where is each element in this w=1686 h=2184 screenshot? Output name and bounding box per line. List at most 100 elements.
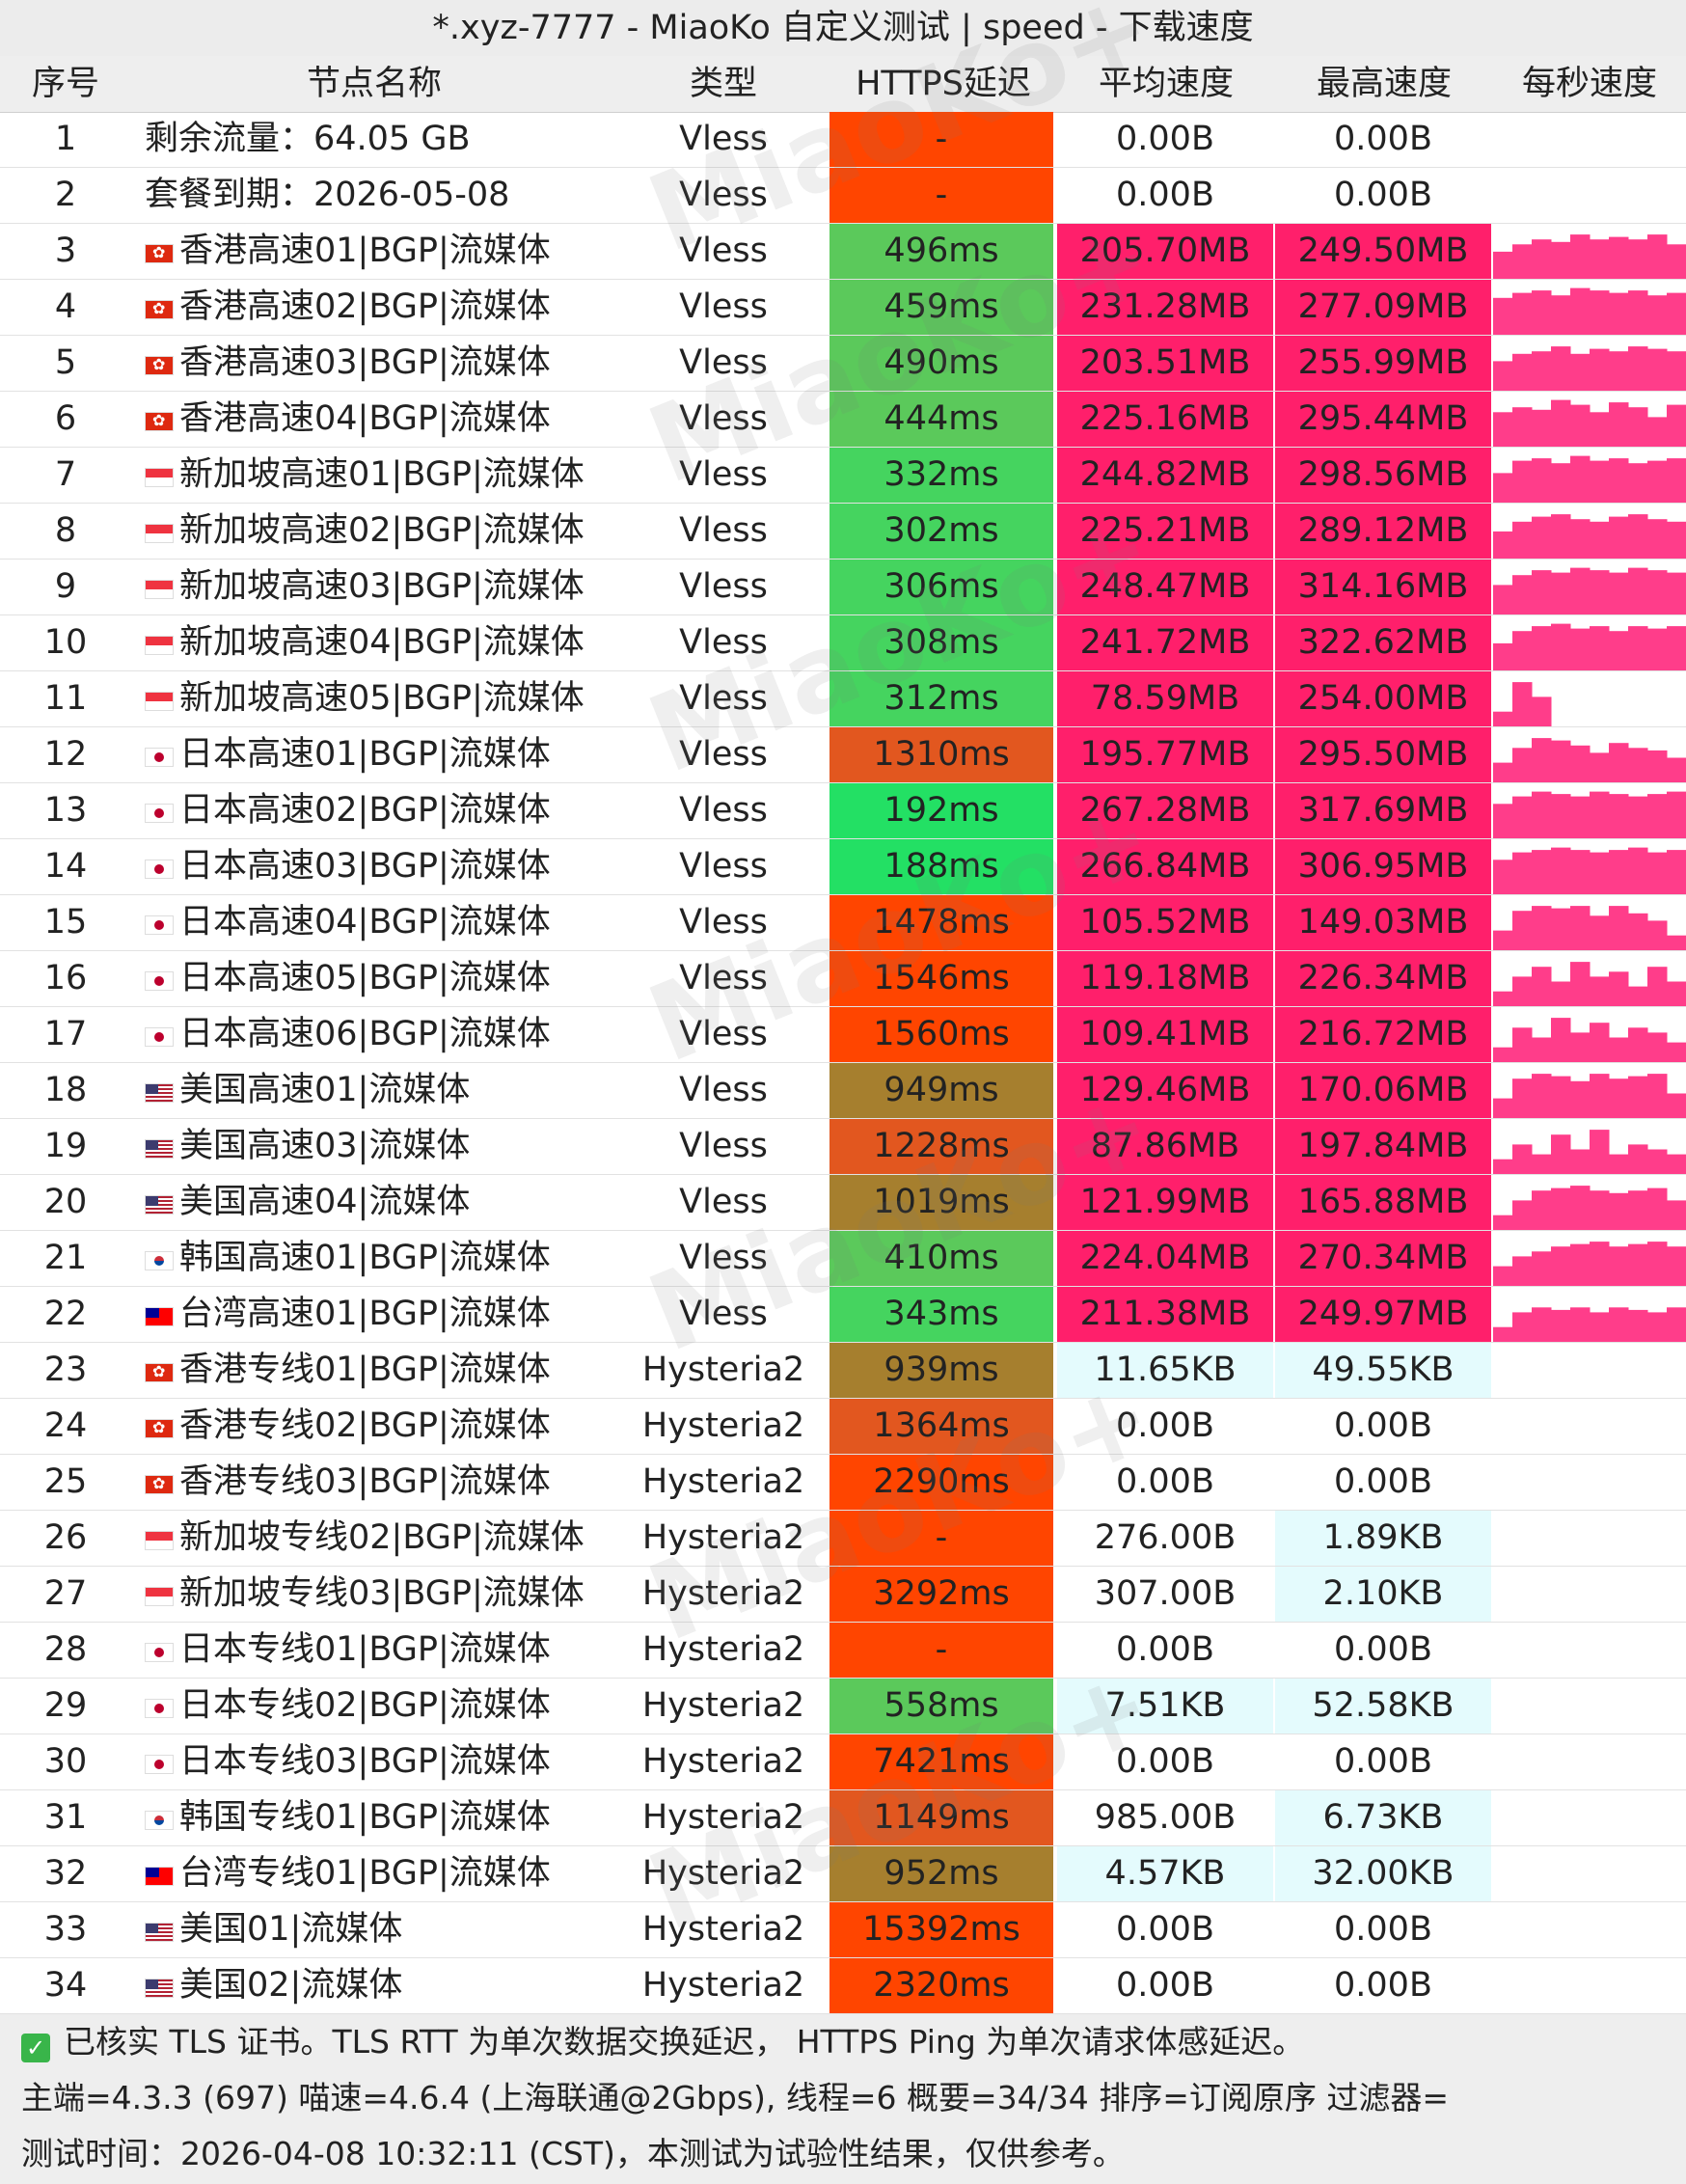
node-type: Vless bbox=[679, 232, 768, 270]
node-name: 香港高速03|BGP|流媒体 bbox=[145, 336, 617, 391]
table-row[interactable]: 30 日本专线03|BGP|流媒体 Hysteria2 7421ms 0.00B 0.00… bbox=[0, 1734, 1686, 1790]
node-name-text: 美国高速04|流媒体 bbox=[179, 1183, 471, 1221]
max-speed: 295.50MB bbox=[1275, 727, 1491, 782]
table-row[interactable]: 7 新加坡高速01|BGP|流媒体 Vless 332ms 244.82MB 298.56… bbox=[0, 448, 1686, 504]
table-row[interactable]: 18 美国高速01|流媒体 Vless 949ms 129.46MB 170.06MB bbox=[0, 1063, 1686, 1119]
flag-us-icon bbox=[145, 1979, 174, 1998]
avg-speed: 4.57KB bbox=[1057, 1846, 1273, 1901]
table-row[interactable]: 21 韩国高速01|BGP|流媒体 Vless 410ms 224.04MB 270.34… bbox=[0, 1231, 1686, 1287]
header-max-speed[interactable]: 最高速度 bbox=[1316, 65, 1452, 103]
table-row[interactable]: 8 新加坡高速02|BGP|流媒体 Vless 302ms 225.21MB 289.12… bbox=[0, 504, 1686, 560]
header-name[interactable]: 节点名称 bbox=[306, 65, 442, 103]
table-row[interactable]: 9 新加坡高速03|BGP|流媒体 Vless 306ms 248.47MB 314.16… bbox=[0, 560, 1686, 615]
sparkline-bar bbox=[1647, 234, 1668, 279]
node-name-text: 日本高速04|BGP|流媒体 bbox=[179, 903, 551, 942]
per-second-sparkline bbox=[1493, 1511, 1686, 1566]
table-row[interactable]: 10 新加坡高速04|BGP|流媒体 Vless 308ms 241.72MB 322.6… bbox=[0, 615, 1686, 671]
flag-us-icon bbox=[145, 1139, 174, 1159]
header-avg-speed[interactable]: 平均速度 bbox=[1098, 65, 1234, 103]
sparkline-bar bbox=[1609, 794, 1629, 838]
sparkline-bar bbox=[1532, 738, 1552, 782]
https-latency: 444ms bbox=[829, 392, 1053, 447]
table-row[interactable]: 13 日本高速02|BGP|流媒体 Vless 192ms 267.28MB 317.69… bbox=[0, 783, 1686, 839]
max-speed: 197.84MB bbox=[1275, 1119, 1491, 1174]
table-row[interactable]: 28 日本专线01|BGP|流媒体 Hysteria2- 0.00B 0.00B bbox=[0, 1623, 1686, 1679]
sparkline-bar bbox=[1532, 1154, 1552, 1174]
node-name: 香港高速02|BGP|流媒体 bbox=[145, 280, 617, 335]
sparkline-bar bbox=[1590, 1242, 1610, 1286]
table-row[interactable]: 25 香港专线03|BGP|流媒体 Hysteria2 2290ms 0.00B 0.00… bbox=[0, 1455, 1686, 1511]
per-second-sparkline bbox=[1493, 1734, 1686, 1789]
table-row[interactable]: 5 香港高速03|BGP|流媒体 Vless 490ms203.51MB255.99M… bbox=[0, 336, 1686, 392]
sparkline-bar bbox=[1570, 906, 1591, 950]
table-row[interactable]: 12 日本高速01|BGP|流媒体 Vless 1310ms 195.77MB 295.5… bbox=[0, 727, 1686, 783]
table-row[interactable]: 20 美国高速04|流媒体 Vless 1019ms 121.99MB 165.88MB bbox=[0, 1175, 1686, 1231]
per-second-sparkline bbox=[1493, 112, 1686, 167]
sparkline-bar bbox=[1628, 986, 1648, 1006]
https-latency: 2320ms bbox=[829, 1958, 1053, 2013]
sparkline-bar bbox=[1647, 460, 1668, 503]
sparkline-bar bbox=[1532, 1190, 1552, 1230]
node-name: 香港专线03|BGP|流媒体 bbox=[145, 1455, 617, 1510]
avg-speed: 0.00B bbox=[1116, 1966, 1214, 2005]
https-latency: 949ms bbox=[829, 1063, 1053, 1118]
max-speed: 0.00B bbox=[1334, 1630, 1432, 1669]
sparkline-bar bbox=[1532, 351, 1552, 391]
node-name-text: 日本高速05|BGP|流媒体 bbox=[179, 959, 551, 997]
node-name: 台湾高速01|BGP|流媒体 bbox=[145, 1287, 617, 1342]
node-name: 新加坡专线03|BGP|流媒体 bbox=[145, 1567, 617, 1622]
sparkline-bar bbox=[1590, 626, 1610, 670]
table-row[interactable]: 3 香港高速01|BGP|流媒体 Vless 496ms205.70MB249.50M… bbox=[0, 224, 1686, 280]
node-name: 韩国高速01|BGP|流媒体 bbox=[145, 1231, 617, 1286]
table-row[interactable]: 16 日本高速05|BGP|流媒体 Vless 1546ms 119.18MB 226.3… bbox=[0, 951, 1686, 1007]
header-latency[interactable]: HTTPS延迟 bbox=[856, 65, 1031, 103]
sparkline-chart bbox=[1493, 682, 1552, 726]
node-name-text: 新加坡高速03|BGP|流媒体 bbox=[179, 567, 585, 606]
table-row[interactable]: 27 新加坡专线03|BGP|流媒体 Hysteria2 3292ms 307.00B 2… bbox=[0, 1567, 1686, 1623]
header-idx[interactable]: 序号 bbox=[31, 65, 99, 103]
table-row[interactable]: 14 日本高速03|BGP|流媒体 Vless 188ms 266.84MB 306.95… bbox=[0, 839, 1686, 895]
flag-jp-icon bbox=[145, 971, 174, 991]
table-row[interactable]: 11 新加坡高速05|BGP|流媒体 Vless 312ms 78.59MB 254.00… bbox=[0, 671, 1686, 727]
table-row[interactable]: 1 剩余流量：64.05 GB Vless - 0.00B 0.00B bbox=[0, 112, 1686, 168]
sparkline-bar bbox=[1512, 1078, 1533, 1118]
table-row[interactable]: 31 韩国专线01|BGP|流媒体 Hysteria2 1149ms 985.00B 6.… bbox=[0, 1790, 1686, 1846]
table-row[interactable]: 24 香港专线02|BGP|流媒体 Hysteria2 1364ms 0.00B 0.00… bbox=[0, 1399, 1686, 1455]
flag-hk-icon bbox=[145, 300, 174, 319]
table-row[interactable]: 26 新加坡专线02|BGP|流媒体 Hysteria2- 276.00B 1.89KB bbox=[0, 1511, 1686, 1567]
node-name: 套餐到期：2026-05-08 bbox=[145, 168, 617, 223]
sparkline-bar bbox=[1570, 1080, 1591, 1119]
per-second-sparkline bbox=[1493, 280, 1686, 336]
max-speed: 270.34MB bbox=[1275, 1231, 1491, 1286]
table-row[interactable]: 17 日本高速06|BGP|流媒体 Vless 1560ms 109.41MB 216.7… bbox=[0, 1007, 1686, 1063]
table-row[interactable]: 2 套餐到期：2026-05-08 Vless - 0.00B 0.00B bbox=[0, 168, 1686, 224]
header-type[interactable]: 类型 bbox=[689, 65, 757, 103]
sparkline-bar bbox=[1609, 572, 1629, 614]
table-row[interactable]: 32 台湾专线01|BGP|流媒体 Hysteria2 952ms 4.57KB 32.0… bbox=[0, 1846, 1686, 1902]
table-row[interactable]: 33 美国01|流媒体 Hysteria2 15392ms 0.00B 0.00B bbox=[0, 1902, 1686, 1958]
header-per-second-speed[interactable]: 每秒速度 bbox=[1521, 65, 1657, 103]
table-row[interactable]: 22 台湾高速01|BGP|流媒体 Vless 343ms 211.38MB 249.97… bbox=[0, 1287, 1686, 1343]
sparkline-bar bbox=[1493, 1266, 1513, 1286]
sparkline-bar bbox=[1493, 1047, 1513, 1062]
node-type: Hysteria2 bbox=[641, 1798, 805, 1837]
sparkline-bar bbox=[1628, 1309, 1648, 1342]
max-speed: 298.56MB bbox=[1275, 448, 1491, 503]
sparkline-bar bbox=[1532, 1251, 1552, 1286]
sparkline-bar bbox=[1647, 1242, 1668, 1286]
flag-us-icon bbox=[145, 1083, 174, 1103]
row-index: 14 bbox=[43, 847, 88, 886]
https-latency: 410ms bbox=[829, 1231, 1053, 1286]
table-row[interactable]: 29 日本专线02|BGP|流媒体 Hysteria2 558ms 7.51KB 52.5… bbox=[0, 1679, 1686, 1734]
sparkline-bar bbox=[1590, 752, 1610, 782]
row-index: 34 bbox=[43, 1966, 88, 2005]
row-index: 29 bbox=[43, 1686, 88, 1725]
table-row[interactable]: 6 香港高速04|BGP|流媒体 Vless 444ms225.16MB295.44M… bbox=[0, 392, 1686, 448]
table-row[interactable]: 19 美国高速03|流媒体 Vless 1228ms 87.86MB 197.84MB bbox=[0, 1119, 1686, 1175]
avg-speed: 985.00B bbox=[1094, 1798, 1237, 1837]
table-row[interactable]: 34 美国02|流媒体 Hysteria2 2320ms 0.00B 0.00B bbox=[0, 1958, 1686, 2014]
table-row[interactable]: 15 日本高速04|BGP|流媒体 Vless 1478ms 105.52MB 149.0… bbox=[0, 895, 1686, 951]
table-row[interactable]: 4 香港高速02|BGP|流媒体 Vless 459ms231.28MB277.09M… bbox=[0, 280, 1686, 336]
per-second-sparkline bbox=[1493, 560, 1686, 614]
table-row[interactable]: 23 香港专线01|BGP|流媒体 Hysteria2 939ms11.65KB49.… bbox=[0, 1343, 1686, 1399]
